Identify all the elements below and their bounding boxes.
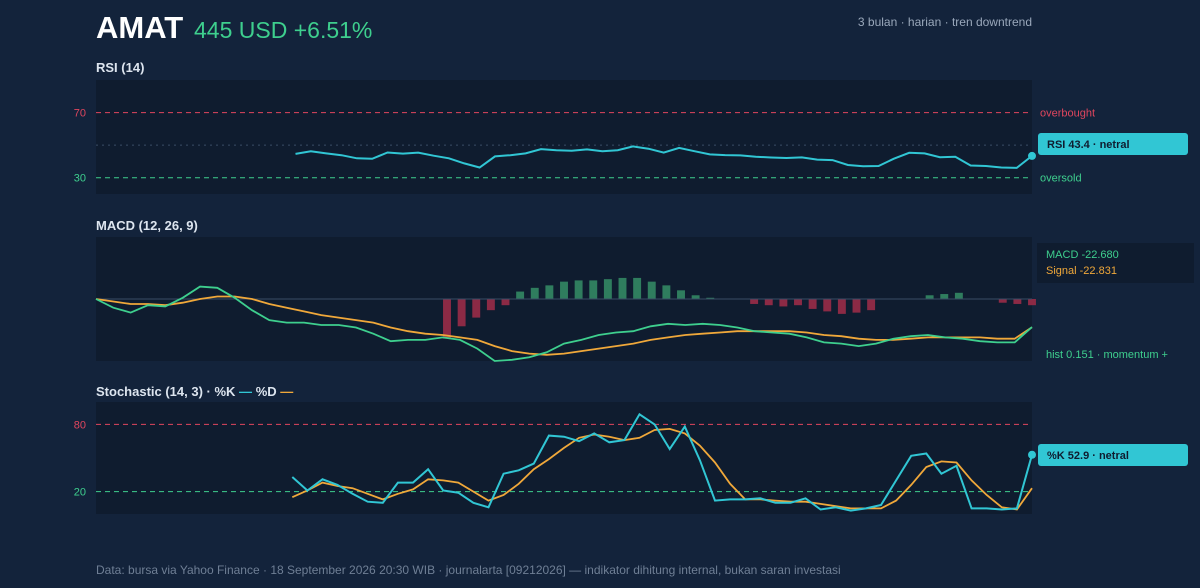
macd-hist-bar bbox=[794, 299, 802, 306]
macd-hist-bar bbox=[545, 285, 554, 299]
rsi-title: RSI (14) bbox=[96, 60, 144, 75]
macd-hist-bar bbox=[618, 277, 627, 299]
oversold-label: oversold bbox=[1040, 173, 1082, 185]
macd-hist-bar bbox=[603, 279, 612, 299]
rsi-badge-text: RSI 43.4 · netral bbox=[1047, 139, 1130, 151]
macd-hist-bar bbox=[501, 299, 510, 306]
signal-legend: Signal -22.831 bbox=[1046, 265, 1117, 277]
macd-hist-bar bbox=[779, 299, 788, 307]
rsi-tick-label: 30 bbox=[74, 173, 86, 185]
macd-hist-bar bbox=[1013, 299, 1022, 304]
stoch-tick-label: 20 bbox=[74, 487, 86, 499]
macd-hist-bar bbox=[750, 299, 759, 304]
macd-hist-bar bbox=[633, 277, 642, 299]
macd-hist-bar bbox=[1028, 299, 1036, 306]
rsi-panel bbox=[96, 80, 1032, 194]
stoch-badge-bg bbox=[1038, 444, 1188, 466]
ticker-symbol: AMAT bbox=[96, 10, 184, 45]
macd-hist-bar bbox=[954, 292, 963, 299]
macd-hist-bar bbox=[472, 299, 481, 318]
macd-hist-bar bbox=[867, 299, 876, 311]
stoch-tick-label: 80 bbox=[74, 419, 86, 431]
rsi-tick-label: 70 bbox=[74, 108, 86, 120]
macd-legend: MACD -22.680 bbox=[1046, 249, 1119, 261]
macd-hist-bar bbox=[808, 299, 817, 309]
signal-line bbox=[95, 295, 1033, 356]
stoch-badge-text: %K 52.9 · netral bbox=[1047, 450, 1129, 462]
macd-hist-bar bbox=[823, 299, 832, 312]
macd-hist-bar bbox=[486, 299, 495, 311]
macd-hist-bar bbox=[662, 285, 671, 299]
macd-hist-bar bbox=[940, 294, 949, 299]
macd-plot bbox=[95, 277, 1036, 362]
macd-hist-bar bbox=[837, 299, 846, 314]
macd-hist-bar bbox=[574, 280, 583, 299]
macd-hist-bar bbox=[691, 295, 700, 299]
stoch-panel bbox=[96, 402, 1032, 514]
macd-hist-bar bbox=[998, 299, 1007, 303]
rsi-badge-bg bbox=[1038, 133, 1188, 155]
macd-hist-bar bbox=[589, 280, 598, 299]
stoch-title: Stochastic (14, 3) · %K — %D — bbox=[96, 384, 293, 399]
macd-hist-bar bbox=[516, 291, 525, 299]
overbought-label: overbought bbox=[1040, 108, 1095, 120]
macd-title: MACD (12, 26, 9) bbox=[96, 218, 198, 233]
macd-hist-bar bbox=[677, 290, 685, 299]
footer-note: Data: bursa via Yahoo Finance · 18 Septe… bbox=[96, 563, 841, 577]
macd-hist-bar bbox=[443, 299, 451, 339]
macd-hist-bar bbox=[530, 287, 539, 299]
rsi-last-point bbox=[1028, 151, 1036, 160]
hist-label: hist 0.151 · momentum + bbox=[1046, 349, 1168, 361]
macd-legend-box bbox=[1037, 243, 1194, 283]
macd-hist-bar bbox=[925, 295, 934, 299]
macd-hist-bar bbox=[457, 299, 466, 327]
macd-hist-bar bbox=[764, 299, 773, 306]
macd-hist-bar bbox=[852, 299, 861, 313]
stoch-last-point bbox=[1028, 450, 1036, 459]
rsi-badge: RSI 43.4 · netral bbox=[1038, 133, 1188, 155]
macd-hist-bar bbox=[647, 281, 656, 299]
macd-hist-bar bbox=[706, 297, 715, 299]
stoch-d-line bbox=[291, 427, 1033, 511]
macd-line bbox=[95, 285, 1033, 362]
stoch-k-line bbox=[291, 412, 1033, 512]
stoch-plot: 20 80 %K 52.9 · netral bbox=[74, 412, 1188, 512]
macd-hist-bar bbox=[560, 281, 568, 299]
rsi-plot: 30 70 overbought oversold RSI 43.4 · netral bbox=[74, 108, 1188, 185]
rsi-line bbox=[295, 145, 1033, 169]
price-change: 445 USD +6.51% bbox=[194, 17, 373, 43]
chart-meta: 3 bulan · harian · tren downtrend bbox=[857, 15, 1032, 29]
stoch-badge: %K 52.9 · netral bbox=[1038, 444, 1188, 466]
